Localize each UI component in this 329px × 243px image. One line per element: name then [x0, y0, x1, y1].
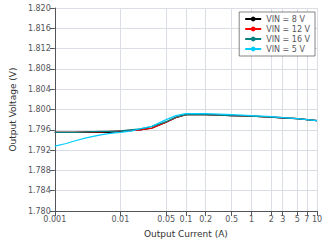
svg-text:Output Voltage (V): Output Voltage (V) [8, 68, 18, 152]
svg-text:0.2: 0.2 [199, 215, 212, 224]
svg-text:5: 5 [295, 215, 300, 224]
svg-text:1.804: 1.804 [28, 85, 51, 94]
svg-text:1.812: 1.812 [28, 44, 51, 53]
svg-text:0.05: 0.05 [157, 215, 175, 224]
svg-text:1.796: 1.796 [28, 125, 51, 134]
svg-text:0.1: 0.1 [180, 215, 193, 224]
svg-text:1.820: 1.820 [28, 4, 51, 13]
svg-text:1.808: 1.808 [28, 64, 51, 73]
svg-text:VIN = 12 V: VIN = 12 V [266, 25, 310, 34]
svg-text:1.816: 1.816 [28, 24, 51, 33]
svg-text:VIN = 5 V: VIN = 5 V [266, 45, 305, 54]
svg-text:1.784: 1.784 [28, 186, 51, 195]
svg-text:0.001: 0.001 [43, 215, 66, 224]
svg-text:1: 1 [249, 215, 254, 224]
svg-text:Output Current (A): Output Current (A) [144, 229, 228, 239]
svg-text:1.780: 1.780 [27, 206, 51, 216]
svg-text:1.800: 1.800 [28, 105, 51, 114]
svg-text:0.01: 0.01 [111, 215, 129, 224]
svg-text:0.5: 0.5 [225, 215, 238, 224]
svg-text:2: 2 [269, 215, 274, 224]
svg-text:3: 3 [280, 215, 285, 224]
svg-text:VIN = 16 V: VIN = 16 V [266, 35, 310, 44]
svg-text:1.788: 1.788 [28, 166, 51, 175]
svg-text:10: 10 [312, 215, 322, 224]
svg-text:VIN = 8 V: VIN = 8 V [266, 15, 305, 24]
svg-text:7: 7 [304, 215, 309, 224]
svg-text:1.792: 1.792 [28, 146, 51, 155]
